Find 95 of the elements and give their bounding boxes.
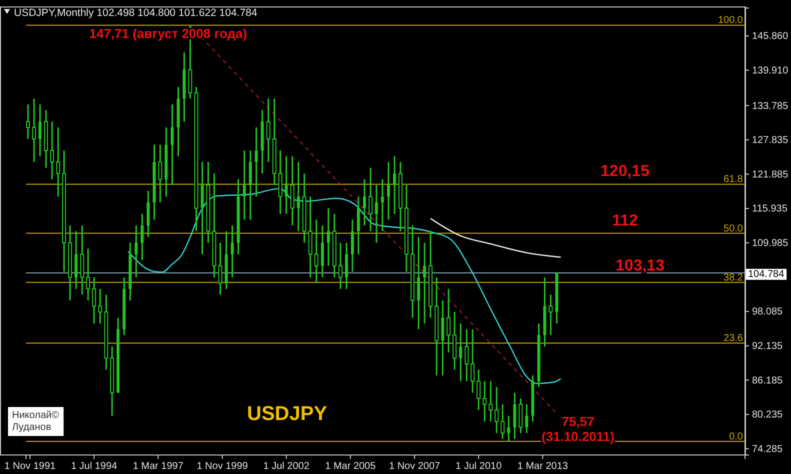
annotation: 23.6 xyxy=(724,333,744,344)
candlestick xyxy=(134,224,138,278)
y-tick-label: 121.885 xyxy=(752,169,789,180)
annotation: 0.0 xyxy=(729,431,744,442)
x-tick-label: 1 Mar 2005 xyxy=(325,461,376,472)
candlestick xyxy=(248,150,252,220)
candlestick xyxy=(507,415,510,442)
candlestick xyxy=(326,207,330,267)
candlestick xyxy=(50,120,54,180)
y-tick-label: 98.085 xyxy=(752,306,784,318)
x-tick-label: 1 Nov 2007 xyxy=(388,461,441,472)
candlestick xyxy=(74,230,78,290)
candlestick xyxy=(488,380,493,422)
candlestick xyxy=(356,196,360,256)
candlestick xyxy=(482,380,487,422)
candlestick xyxy=(146,190,150,238)
annotation: 112 xyxy=(612,212,638,230)
chart-title: USDJPY,Monthly 102.498 104.800 101.622 104.784 xyxy=(14,7,258,19)
line-series xyxy=(430,218,562,258)
candlestick xyxy=(284,155,288,215)
candlestick xyxy=(459,322,462,382)
annotation: 103,13 xyxy=(616,257,665,274)
candlestick xyxy=(380,178,384,232)
y-tick-label: 133.785 xyxy=(752,100,789,112)
annotation: 120,15 xyxy=(600,163,650,180)
candlestick xyxy=(441,300,444,376)
candlestick xyxy=(80,224,84,296)
candlestick xyxy=(350,218,354,272)
candlestick xyxy=(500,403,505,440)
candlestick xyxy=(338,242,342,290)
candlestick xyxy=(56,126,60,198)
candlestick xyxy=(393,155,396,215)
candlestick xyxy=(417,236,420,330)
x-tick-label: 1 Mar 2013 xyxy=(517,461,568,472)
candlestick xyxy=(32,98,36,163)
candlestick xyxy=(362,178,366,226)
annotation: Николай© Луданов xyxy=(12,410,60,433)
y-tick-label: 92.135 xyxy=(752,340,784,352)
candlestick xyxy=(525,403,528,434)
candlestick xyxy=(26,104,30,140)
ref-line-label: 104.784 xyxy=(748,268,785,280)
candlestick xyxy=(38,104,42,157)
candlestick xyxy=(464,328,469,382)
y-tick-label: 139.910 xyxy=(752,65,789,76)
candlestick xyxy=(446,288,451,354)
y-tick-label: 127.835 xyxy=(752,135,789,146)
candlestick xyxy=(386,161,390,220)
annotation: 50.0 xyxy=(724,223,744,234)
y-tick-label: 109.985 xyxy=(752,238,789,250)
candlestick xyxy=(266,98,270,163)
x-tick-label: 1 Jul 1994 xyxy=(70,461,118,472)
x-tick-label: 1 Mar 1997 xyxy=(132,461,184,472)
candlestick xyxy=(320,224,324,278)
candlestick xyxy=(254,126,258,198)
annotation: 61.8 xyxy=(724,174,744,186)
x-tick-label: 1 Jul 2010 xyxy=(455,461,502,472)
candlestick xyxy=(296,161,300,232)
candlestick xyxy=(452,311,457,370)
y-tick-label: 86.185 xyxy=(752,375,784,386)
x-tick-label: 1 Nov 1999 xyxy=(196,461,248,472)
candlestick xyxy=(314,218,318,284)
y-tick-label: 115.935 xyxy=(752,204,788,215)
annotation: 38.2 xyxy=(724,272,744,284)
candlestick xyxy=(423,242,426,324)
candlestick xyxy=(470,328,475,394)
candlestick xyxy=(98,288,102,324)
annotation: 100.0 xyxy=(718,15,744,26)
candlestick xyxy=(548,294,553,336)
x-tick-label: 1 Jul 2002 xyxy=(263,461,310,472)
candlestick xyxy=(374,184,378,244)
y-tick-label: 145.860 xyxy=(752,31,789,42)
x-tick-label: 1 Nov 1991 xyxy=(4,461,56,472)
candlestick xyxy=(290,155,294,226)
candlestick xyxy=(518,398,523,434)
y-tick-label: 80.235 xyxy=(752,410,784,421)
candlestick xyxy=(308,196,312,278)
candlestick xyxy=(230,224,234,278)
candlestick xyxy=(345,242,348,290)
candlestick xyxy=(86,248,90,302)
annotation: 75,57 (31.10.2011) xyxy=(541,414,615,444)
candlestick xyxy=(92,276,96,324)
candlestick xyxy=(242,150,246,220)
candlestick xyxy=(368,167,373,232)
candlestick xyxy=(476,368,481,411)
candlestick xyxy=(170,104,174,186)
candlestick xyxy=(200,161,204,256)
candlestick xyxy=(494,386,499,434)
candlestick xyxy=(278,150,282,215)
candlestick xyxy=(513,392,516,440)
annotation: USDJPY xyxy=(247,403,328,425)
y-tick-label: 74.285 xyxy=(752,444,784,455)
candlestick xyxy=(218,242,222,296)
candlestick xyxy=(158,144,162,204)
candlestick xyxy=(140,213,144,261)
line-series xyxy=(127,188,562,384)
